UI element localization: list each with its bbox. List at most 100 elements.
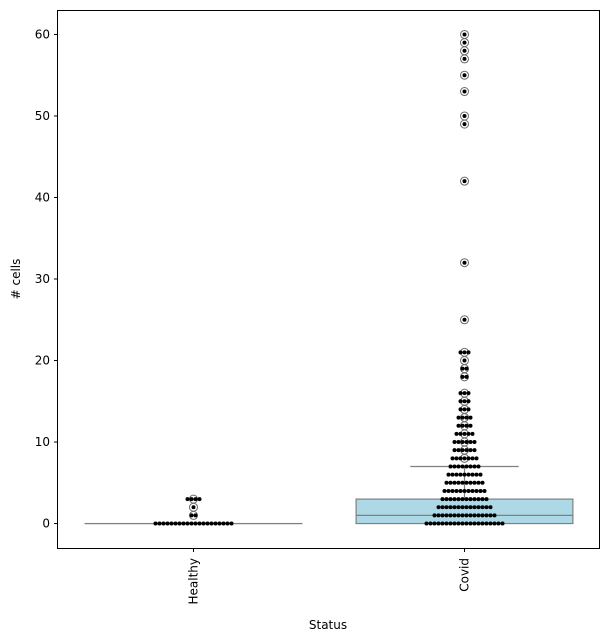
data-point — [446, 488, 451, 493]
data-point — [468, 440, 473, 445]
data-point — [472, 480, 477, 485]
data-point — [488, 505, 493, 510]
data-point — [456, 423, 461, 428]
data-point — [462, 73, 467, 78]
data-point — [189, 521, 194, 526]
data-point — [468, 521, 473, 526]
data-point — [169, 521, 174, 526]
data-point — [468, 497, 473, 502]
data-point — [464, 440, 469, 445]
data-point — [470, 456, 475, 461]
data-point — [424, 521, 429, 526]
data-point — [464, 480, 469, 485]
x-axis-title: Status — [309, 618, 347, 632]
data-point — [456, 440, 461, 445]
data-point — [450, 472, 455, 477]
data-point — [464, 497, 469, 502]
data-point — [466, 350, 471, 355]
data-point — [474, 472, 479, 477]
data-point — [480, 505, 485, 510]
data-point — [460, 513, 465, 518]
data-point — [468, 505, 473, 510]
data-point — [436, 521, 441, 526]
data-point — [197, 497, 202, 502]
plot-frame — [57, 10, 600, 549]
data-point — [474, 456, 479, 461]
data-point — [472, 513, 477, 518]
data-point — [456, 497, 461, 502]
data-point — [432, 521, 437, 526]
data-point — [189, 497, 194, 502]
data-point — [460, 423, 465, 428]
data-point — [458, 431, 463, 436]
box-covid — [355, 498, 574, 525]
data-point — [462, 56, 467, 61]
data-point — [492, 521, 497, 526]
data-point — [462, 179, 467, 184]
data-point — [462, 40, 467, 45]
y-axis-title: # cells — [9, 259, 23, 300]
data-point — [458, 391, 463, 396]
data-point — [468, 464, 473, 469]
data-point — [165, 521, 170, 526]
data-point — [452, 497, 457, 502]
x-tick-label: Covid — [458, 558, 472, 592]
data-point — [458, 399, 463, 404]
data-point — [460, 440, 465, 445]
data-point — [201, 521, 206, 526]
data-point — [153, 521, 158, 526]
y-tick-label: 50 — [35, 109, 50, 123]
data-point — [444, 513, 449, 518]
data-point — [193, 497, 198, 502]
data-point — [464, 505, 469, 510]
data-point — [464, 374, 469, 379]
data-point — [472, 521, 477, 526]
axes: 0 10 20 30 40 50 60 Healthy Covid — [35, 27, 472, 604]
data-point — [456, 505, 461, 510]
data-point — [466, 399, 471, 404]
data-point — [462, 358, 467, 363]
data-point — [476, 521, 481, 526]
data-point — [221, 521, 226, 526]
data-point — [462, 472, 467, 477]
data-point — [450, 488, 455, 493]
data-point — [466, 431, 471, 436]
data-point — [466, 391, 471, 396]
data-point — [193, 513, 198, 518]
data-point — [454, 456, 459, 461]
data-point — [464, 423, 469, 428]
data-point — [466, 407, 471, 412]
data-point — [460, 448, 465, 453]
data-point — [478, 472, 483, 477]
data-point — [480, 497, 485, 502]
data-point — [440, 497, 445, 502]
data-point — [458, 350, 463, 355]
y-tick-label: 0 — [42, 517, 50, 531]
data-point — [458, 407, 463, 412]
data-point — [460, 366, 465, 371]
data-point — [452, 448, 457, 453]
data-point — [462, 350, 467, 355]
data-point — [466, 472, 471, 477]
data-point — [191, 505, 196, 510]
data-point — [460, 505, 465, 510]
y-tick-label: 30 — [35, 272, 50, 286]
data-point — [458, 472, 463, 477]
y-tick-label: 40 — [35, 190, 50, 204]
data-point — [444, 505, 449, 510]
data-point — [484, 497, 489, 502]
data-point — [446, 472, 451, 477]
data-point — [448, 464, 453, 469]
data-point — [464, 448, 469, 453]
data-point — [229, 521, 234, 526]
data-point — [209, 521, 214, 526]
data-point — [456, 464, 461, 469]
data-point — [484, 513, 489, 518]
data-point — [452, 521, 457, 526]
data-point — [480, 480, 485, 485]
data-point — [428, 521, 433, 526]
data-point — [456, 521, 461, 526]
data-point — [462, 260, 467, 265]
data-point — [448, 480, 453, 485]
data-point — [476, 505, 481, 510]
